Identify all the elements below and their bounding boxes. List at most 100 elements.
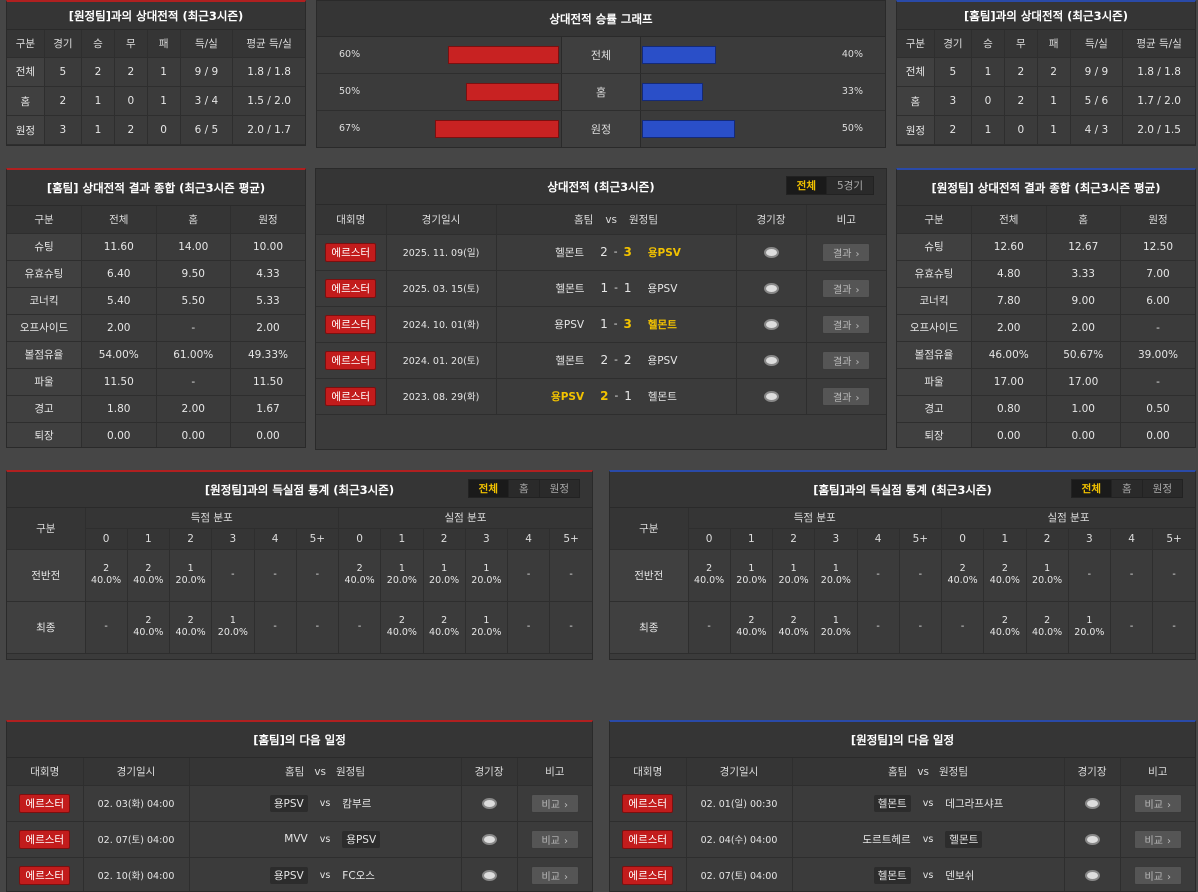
away-team[interactable]: 용PSV — [647, 354, 678, 367]
away-team[interactable]: 데그라프샤프 — [945, 796, 1055, 811]
tab-away[interactable]: 원정 — [549, 483, 569, 495]
league-badge[interactable]: 에르스터 — [19, 829, 71, 849]
result-button[interactable]: 결과 › — [822, 350, 871, 370]
stadium-icon[interactable] — [763, 282, 779, 294]
away-team[interactable]: 용PSV — [342, 830, 452, 848]
count: 1 — [483, 615, 490, 626]
stadium-icon[interactable] — [763, 246, 779, 258]
away-team[interactable]: 덴보쉬 — [945, 868, 1055, 883]
home-team[interactable]: 헬몬트 — [801, 794, 911, 812]
table-cell: 9.50 — [156, 260, 231, 288]
stadium-icon[interactable] — [1084, 869, 1100, 881]
away-team[interactable]: 캄부르 — [342, 796, 452, 811]
away-team[interactable]: 용PSV — [647, 246, 681, 259]
stadium-icon[interactable] — [1084, 797, 1100, 809]
table-cell: 2 — [114, 115, 148, 145]
count: 2 — [103, 563, 110, 574]
table-cell: 1 — [971, 115, 1005, 145]
vs-label: vs — [922, 833, 934, 845]
panel-title-text: 상대전적 (최근3시즌) — [547, 179, 655, 194]
percent: 20.0% — [820, 627, 851, 638]
chevron-right-icon: › — [563, 871, 568, 883]
home-team[interactable]: 용PSV — [198, 866, 308, 884]
tab-all[interactable]: 전체 — [786, 177, 827, 194]
compare-button[interactable]: 비교 › — [530, 865, 579, 885]
teams-cell: 헬몬트 2-2 용PSV — [496, 342, 737, 379]
table-row: 퇴장 0.00 0.00 0.00 — [7, 422, 305, 447]
date-cell: 2024. 10. 01(화) — [386, 306, 497, 343]
row-label: 파울 — [7, 368, 82, 396]
tab-home[interactable]: 홈 — [1112, 480, 1143, 497]
col-label: 구분 — [610, 508, 689, 550]
tab-home[interactable]: 홈 — [509, 480, 540, 497]
result-button[interactable]: 결과 › — [822, 242, 871, 262]
league-badge[interactable]: 에르스터 — [622, 793, 674, 813]
home-team[interactable]: 헬몬트 — [555, 282, 585, 295]
table-row: 파울 17.00 17.00- — [897, 368, 1195, 396]
col-header: 승 — [81, 30, 115, 58]
league-badge[interactable]: 에르스터 — [325, 278, 377, 298]
league-badge[interactable]: 에르스터 — [325, 386, 377, 406]
stadium-icon[interactable] — [763, 354, 779, 366]
home-team[interactable]: 헬몬트 — [555, 354, 585, 367]
home-team[interactable]: 용PSV — [551, 390, 585, 403]
stadium-icon[interactable] — [481, 869, 497, 881]
row-label: 슈팅 — [7, 233, 82, 261]
league-badge[interactable]: 에르스터 — [622, 829, 674, 849]
tab-all[interactable]: 전체 — [468, 480, 509, 497]
result-button[interactable]: 결과 › — [822, 386, 871, 406]
tab-away[interactable]: 원정 — [1152, 483, 1172, 495]
percent: 40.0% — [429, 627, 460, 638]
distribution-cell: 2 40.0% — [772, 601, 816, 654]
league-badge[interactable]: 에르스터 — [19, 865, 71, 885]
bucket-header: 1 — [380, 528, 424, 550]
league-badge[interactable]: 에르스터 — [325, 350, 377, 370]
compare-button[interactable]: 비교 › — [1133, 793, 1182, 813]
league-badge[interactable]: 에르스터 — [19, 793, 71, 813]
league-badge[interactable]: 에르스터 — [325, 314, 377, 334]
away-team[interactable]: 용PSV — [647, 282, 678, 295]
table-cell: 0.00 — [230, 422, 305, 447]
result-button-label: 결과 — [833, 248, 852, 260]
tab-all[interactable]: 전체 — [1071, 480, 1112, 497]
home-team[interactable]: MVV — [198, 833, 307, 845]
away-team[interactable]: 헬몬트 — [945, 830, 1055, 848]
stadium-icon[interactable] — [1084, 833, 1100, 845]
away-team[interactable]: 헬몬트 — [647, 390, 677, 403]
stadium-icon[interactable] — [481, 833, 497, 845]
note-cell: 비교 › — [1120, 857, 1195, 891]
home-team[interactable]: 도르트헤르 — [801, 832, 910, 847]
col-header: 홈 — [1046, 206, 1121, 234]
home-team[interactable]: 용PSV — [554, 318, 585, 331]
league-badge[interactable]: 에르스터 — [622, 865, 674, 885]
table-cell: - — [1120, 368, 1195, 396]
count: - — [707, 621, 711, 632]
bucket-header: 5+ — [899, 528, 943, 550]
tab-5games[interactable]: 5경기 — [836, 180, 863, 192]
row-label: 코너킥 — [7, 287, 82, 315]
table-cell: 0.00 — [1120, 422, 1195, 447]
note-cell: 비교 › — [517, 857, 592, 891]
home-team[interactable]: 헬몬트 — [801, 866, 911, 884]
count: - — [876, 569, 880, 580]
away-team[interactable]: 헬몬트 — [647, 318, 677, 331]
stadium-icon[interactable] — [481, 797, 497, 809]
league-badge[interactable]: 에르스터 — [325, 242, 377, 262]
compare-button[interactable]: 비교 › — [1133, 865, 1182, 885]
compare-button[interactable]: 비교 › — [530, 793, 579, 813]
stadium-icon[interactable] — [763, 318, 779, 330]
row-label: 볼점유율 — [7, 341, 82, 369]
distribution-cell: 2 40.0% — [127, 549, 171, 602]
home-team[interactable]: 용PSV — [198, 794, 308, 812]
home-team[interactable]: 헬몬트 — [555, 246, 585, 259]
away-team[interactable]: FC오스 — [342, 868, 452, 883]
compare-button[interactable]: 비교 › — [530, 829, 579, 849]
result-button[interactable]: 결과 › — [822, 314, 871, 334]
result-button[interactable]: 결과 › — [822, 278, 871, 298]
compare-button[interactable]: 비교 › — [1133, 829, 1182, 849]
next-away-panel: [원정팀]의 다음 일정 대회명 경기일시 홈팀 vs 원정팀 경기장 비고 에르스터 02. … — [609, 720, 1196, 892]
distribution-cell: - — [1068, 549, 1112, 602]
stadium-icon[interactable] — [763, 390, 779, 402]
bucket-header: 1 — [983, 528, 1027, 550]
stadium-cell — [736, 270, 807, 307]
